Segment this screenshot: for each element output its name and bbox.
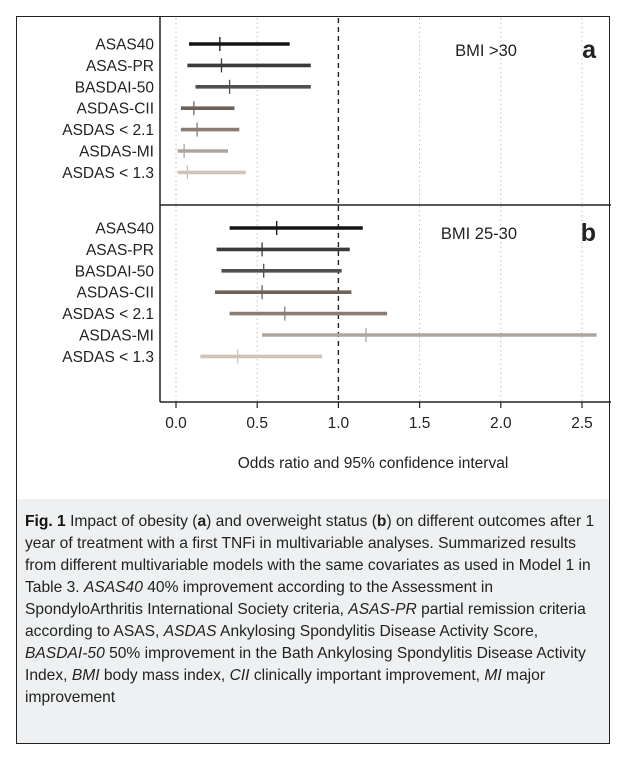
caption-segment: b bbox=[376, 513, 387, 530]
panel-label: a bbox=[582, 36, 597, 64]
outcome-label: ASDAS < 1.3 bbox=[62, 349, 154, 366]
caption-segment: BMI bbox=[71, 667, 100, 684]
caption-segment: 40% improvement according to the Assessm… bbox=[25, 579, 494, 618]
caption-segment: ASAS-PR bbox=[348, 601, 417, 618]
figure-label: Fig. 1 bbox=[25, 513, 66, 530]
x-axis-title: Odds ratio and 95% confidence interval bbox=[238, 455, 509, 472]
x-tick-label: 1.0 bbox=[328, 415, 350, 432]
caption-segment: MI bbox=[484, 667, 502, 684]
caption-segment: ASAS40 bbox=[83, 579, 143, 596]
outcome-label: ASAS-PR bbox=[86, 242, 154, 259]
outcome-label: BASDAI-50 bbox=[75, 263, 155, 280]
x-tick-label: 0.5 bbox=[246, 415, 268, 432]
panel-subtitle: BMI >30 bbox=[455, 42, 517, 60]
x-tick-label: 1.5 bbox=[409, 415, 431, 432]
outcome-label: ASDAS < 1.3 bbox=[62, 165, 154, 182]
outcome-label: ASDAS-CII bbox=[76, 285, 154, 302]
caption-segment: major improvement bbox=[25, 667, 546, 706]
figure-frame: ASAS40 ASAS-PR BASDAI-50 ASDAS-CII ASDAS < 2… bbox=[16, 16, 611, 501]
outcome-label: ASAS40 bbox=[95, 37, 154, 54]
caption-segment: ) and overweight status ( bbox=[206, 513, 377, 530]
caption-segment: clinically important improvement, bbox=[249, 667, 485, 684]
panel-label: b bbox=[581, 219, 596, 247]
caption-segment: partial remission criteria according to … bbox=[25, 601, 586, 640]
caption-segment: 50% improvement in the Bath Ankylosing S… bbox=[25, 645, 586, 684]
outcome-label: BASDAI-50 bbox=[75, 79, 155, 96]
outcome-label: ASDAS < 2.1 bbox=[62, 306, 154, 323]
forest-plot: ASAS40 ASAS-PR BASDAI-50 ASDAS-CII ASDAS < 2… bbox=[62, 17, 611, 472]
caption-segment: Ankylosing Spondylitis Disease Activity … bbox=[216, 623, 539, 640]
caption-segment: CII bbox=[229, 667, 250, 684]
outcome-label: ASDAS-MI bbox=[79, 144, 154, 161]
figure-caption: Fig. 1 Impact of obesity (a) and overwei… bbox=[16, 499, 610, 744]
x-tick-label: 2.0 bbox=[490, 415, 512, 432]
outcome-label: ASDAS-MI bbox=[79, 328, 154, 345]
caption-segment: body mass index, bbox=[99, 667, 230, 684]
outcome-label: ASAS40 bbox=[95, 221, 154, 238]
caption-segment: Impact of obesity ( bbox=[65, 513, 198, 530]
panel-subtitle: BMI 25-30 bbox=[441, 225, 517, 243]
caption-segment: ASDAS bbox=[163, 623, 217, 640]
caption-segment: BASDAI-50 bbox=[25, 645, 105, 662]
outcome-label: ASDAS-CII bbox=[76, 101, 154, 118]
outcome-label: ASAS-PR bbox=[86, 58, 154, 75]
x-tick-label: 0.0 bbox=[165, 415, 187, 432]
caption-segment: a bbox=[197, 513, 207, 530]
x-tick-label: 2.5 bbox=[571, 415, 593, 432]
outcome-label: ASDAS < 2.1 bbox=[62, 122, 154, 139]
caption-segment: ) on different outcomes after 1 year of … bbox=[25, 513, 595, 596]
